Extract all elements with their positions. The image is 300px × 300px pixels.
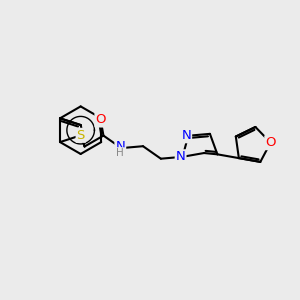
Text: S: S [76, 129, 85, 142]
Text: N: N [182, 129, 191, 142]
Text: N: N [116, 140, 125, 153]
Text: N: N [176, 150, 185, 163]
Text: O: O [265, 136, 276, 149]
Text: O: O [95, 113, 106, 127]
Text: H: H [116, 148, 124, 158]
